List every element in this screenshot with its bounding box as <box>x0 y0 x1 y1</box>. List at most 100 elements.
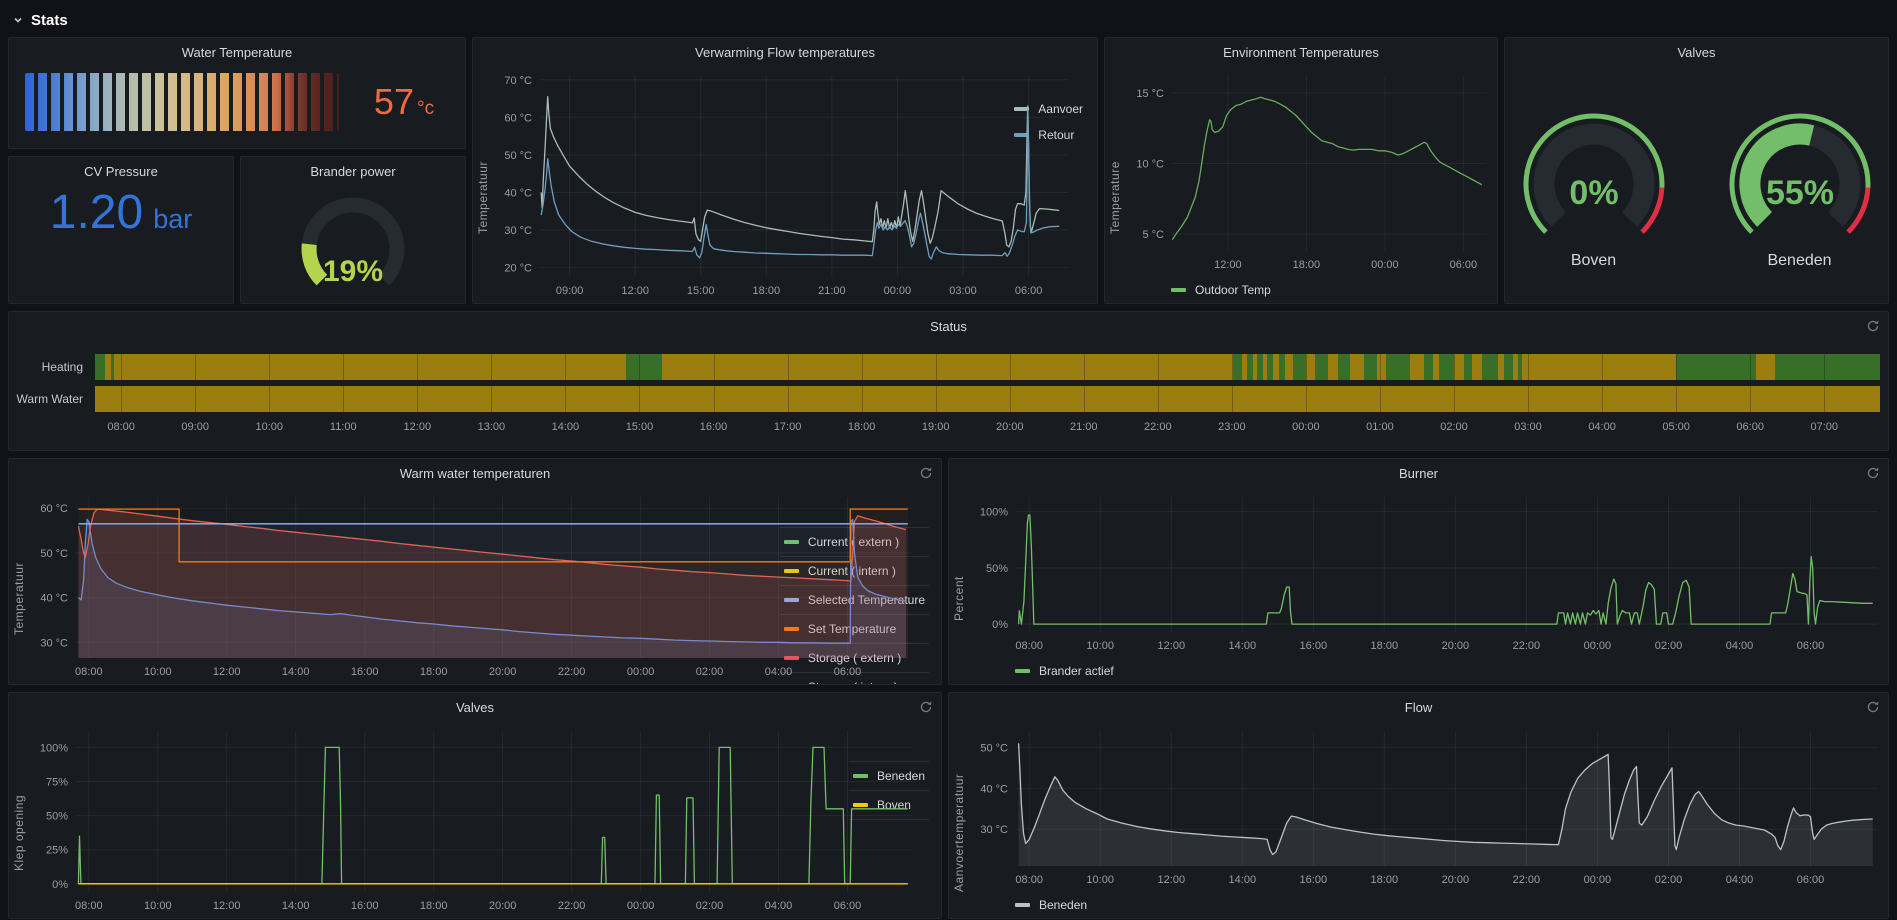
status-segment[interactable] <box>1498 354 1505 380</box>
legend-swatch <box>783 627 799 631</box>
status-segment[interactable] <box>626 354 662 380</box>
y-axis-label: Temperatuur <box>476 161 490 234</box>
status-segment[interactable] <box>1482 354 1499 380</box>
status-segment[interactable] <box>1453 354 1465 380</box>
status-segment[interactable] <box>1385 354 1410 380</box>
status-gridline <box>121 386 123 412</box>
refresh-icon[interactable] <box>919 466 933 480</box>
status-gridline <box>1083 354 1085 380</box>
valves-chart: 08:00 10:00 12:00 14:00 16:00 18:00 20:00 22:00… <box>29 721 913 918</box>
legend-swatch <box>783 598 799 602</box>
refresh-icon[interactable] <box>919 700 933 714</box>
x-tick-label: 03:00 <box>1514 421 1542 433</box>
status-segment[interactable] <box>1676 354 1757 380</box>
x-tick-label: 14:00 <box>282 900 310 912</box>
legend-swatch <box>1015 669 1030 673</box>
refresh-icon[interactable] <box>1866 700 1880 714</box>
row-header-stats[interactable]: Stats <box>8 5 1889 35</box>
legend-item[interactable]: Beneden <box>848 761 929 791</box>
status-segment[interactable] <box>1233 354 1243 380</box>
status-gridline <box>1157 354 1159 380</box>
y-axis-label: Percent <box>952 576 966 621</box>
status-segment[interactable] <box>1504 354 1514 380</box>
status-segment[interactable] <box>661 354 1234 380</box>
status-segment[interactable] <box>1513 354 1518 380</box>
status-segment[interactable] <box>95 354 105 380</box>
status-segment[interactable] <box>1252 354 1258 380</box>
status-gridline <box>269 354 271 380</box>
valve-gauges: 0% Boven 55% Beneden <box>1505 66 1888 303</box>
status-segment[interactable] <box>1439 354 1454 380</box>
gauge-value: 55% <box>1765 174 1833 212</box>
status-segment[interactable] <box>110 354 114 380</box>
status-segment[interactable] <box>1433 354 1440 380</box>
status-gridline <box>861 386 863 412</box>
status-segment[interactable] <box>1756 354 1776 380</box>
legend-item[interactable]: Outdoor Temp <box>1169 277 1273 303</box>
x-tick-label: 04:00 <box>765 666 793 678</box>
status-segment[interactable] <box>1424 354 1434 380</box>
gauge-svg: 0% <box>1523 113 1664 234</box>
brander-power-gauge: 19% <box>241 185 465 303</box>
y-tick-label: 15 °C <box>1136 88 1164 100</box>
y-tick-label: 30 °C <box>40 637 68 649</box>
panel-cv-pressure: CV Pressure 1.20 bar <box>8 156 234 304</box>
status-segment[interactable] <box>1350 354 1364 380</box>
x-tick-label: 00:00 <box>627 900 655 912</box>
status-segment[interactable] <box>1305 354 1315 380</box>
legend-item[interactable]: Set Temperature <box>779 615 929 644</box>
burner-chart: 08:00 10:00 12:00 14:00 16:00 18:00 20:00 22:00… <box>969 487 1888 658</box>
status-segment[interactable] <box>1409 354 1425 380</box>
status-segment[interactable] <box>1328 354 1339 380</box>
status-gridline <box>1824 354 1826 380</box>
legend-item[interactable]: Selected Temperature <box>779 586 929 615</box>
status-gridline <box>1009 354 1011 380</box>
legend-item[interactable]: Retour <box>1012 122 1085 148</box>
status-segment[interactable] <box>1363 354 1377 380</box>
x-tick-label: 08:00 <box>75 666 103 678</box>
status-segment[interactable] <box>95 386 1880 412</box>
panel-valves-gauges: Valves 0% Boven 55% Beneden <box>1504 37 1889 304</box>
x-tick-label: 02:00 <box>1440 421 1468 433</box>
x-tick-label: 02:00 <box>696 900 724 912</box>
legend-item[interactable]: Aanvoer <box>1012 96 1085 122</box>
status-segment[interactable] <box>1273 354 1280 380</box>
status-segment[interactable] <box>1285 354 1293 380</box>
status-segment[interactable] <box>113 354 627 380</box>
status-gridline <box>565 386 567 412</box>
status-segment[interactable] <box>1257 354 1263 380</box>
status-segment[interactable] <box>1775 354 1880 380</box>
status-gridline <box>1453 386 1455 412</box>
legend-item[interactable]: Storage ( intern ) <box>780 673 929 684</box>
chart-svg: 08:00 10:00 12:00 14:00 16:00 18:00 20:00 22:00… <box>980 497 1878 652</box>
gauge-svg: 55% <box>1729 113 1870 234</box>
x-tick-label: 18:00 <box>753 285 781 297</box>
x-tick-label: 15:00 <box>625 421 654 433</box>
legend-item[interactable]: Beneden <box>1013 892 1089 918</box>
legend-item[interactable]: Brander actief <box>1013 658 1116 684</box>
legend-label: Retour <box>1038 128 1075 142</box>
status-segment[interactable] <box>1377 354 1386 380</box>
status-segment[interactable] <box>1464 354 1472 380</box>
status-segment[interactable] <box>1292 354 1306 380</box>
refresh-icon[interactable] <box>1866 319 1880 333</box>
status-segment[interactable] <box>1338 354 1351 380</box>
status-segment[interactable] <box>1246 354 1253 380</box>
status-segment[interactable] <box>1471 354 1483 380</box>
status-segment[interactable] <box>1279 354 1286 380</box>
status-gridline <box>1602 386 1604 412</box>
status-segment[interactable] <box>1314 354 1329 380</box>
x-tick-label: 22:00 <box>1513 874 1541 886</box>
x-tick-label: 11:00 <box>329 421 357 433</box>
legend-item[interactable]: Storage ( extern ) <box>779 644 929 673</box>
status-segment[interactable] <box>1262 354 1268 380</box>
refresh-icon[interactable] <box>1866 466 1880 480</box>
x-tick-label: 14:00 <box>1229 874 1257 886</box>
status-segment[interactable] <box>1517 354 1523 380</box>
status-segment[interactable] <box>1522 354 1677 380</box>
y-tick-label: 50 °C <box>504 150 532 162</box>
status-segment[interactable] <box>104 354 111 380</box>
x-tick-label: 20:00 <box>489 900 517 912</box>
status-segment[interactable] <box>1267 354 1274 380</box>
status-segment[interactable] <box>1242 354 1247 380</box>
